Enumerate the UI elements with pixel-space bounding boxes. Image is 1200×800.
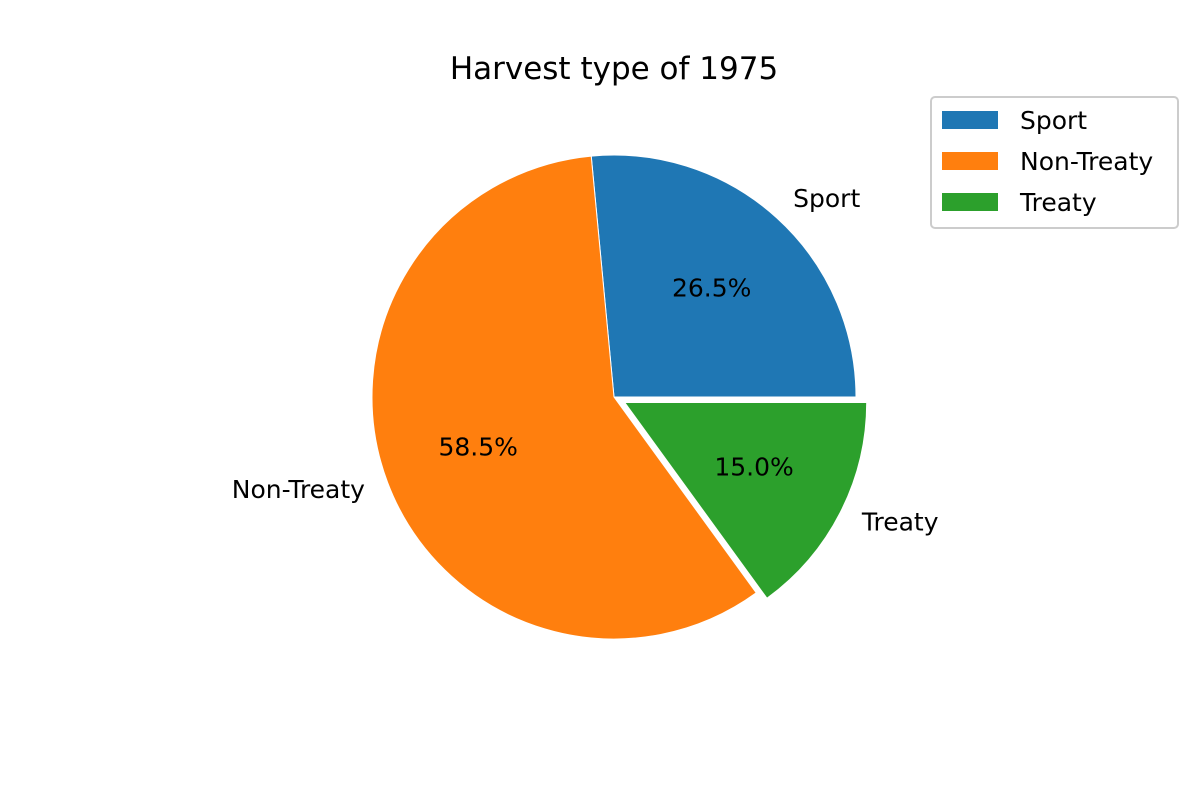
legend-label-non-treaty: Non-Treaty [1020,147,1153,176]
legend-label-sport: Sport [1020,106,1087,135]
pie-percent-non-treaty: 58.5% [438,432,517,461]
pie-slice-treaty [623,401,868,599]
pie-label-sport: Sport [793,184,860,213]
pie-percent-sport: 26.5% [672,274,751,303]
legend-swatch-non-treaty [942,152,998,170]
pie-slice-labels: Sport Non-Treaty Treaty [232,184,939,536]
legend-swatch-sport [942,111,998,129]
pie-slice-non-treaty [371,155,757,640]
legend-label-treaty: Treaty [1019,188,1097,217]
legend-swatch-treaty [942,193,998,211]
pie-percent-treaty: 15.0% [714,452,793,481]
pie-percent-labels: 26.5% 58.5% 15.0% [438,274,793,482]
chart-title: Harvest type of 1975 [450,51,778,87]
pie-label-non-treaty: Non-Treaty [232,475,365,504]
legend: Sport Non-Treaty Treaty [930,96,1179,229]
pie-label-treaty: Treaty [861,507,939,536]
pie-slice-sport [590,154,857,398]
pie-slices [371,154,868,640]
